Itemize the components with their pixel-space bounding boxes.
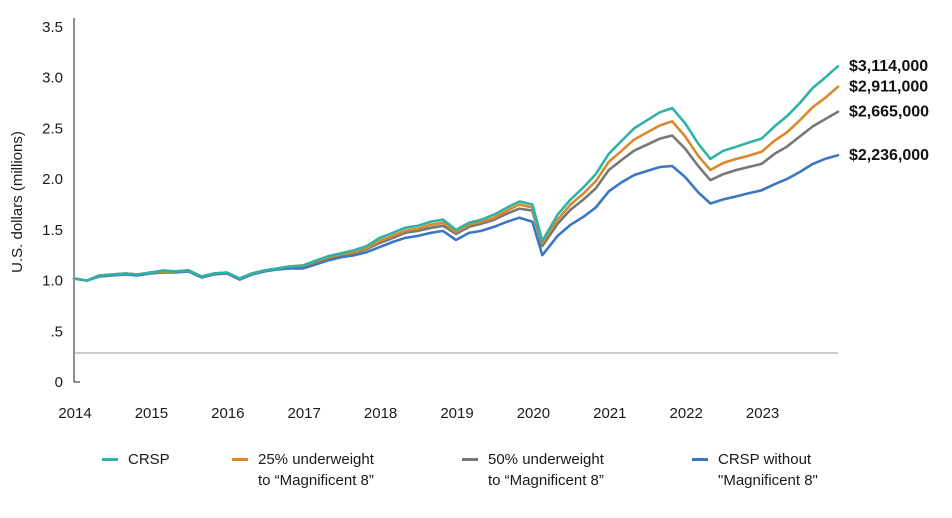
legend-item-crsp-without-mag8: CRSP without "Magnificent 8" — [692, 449, 818, 491]
series-line-crsp — [72, 64, 840, 282]
y-tick-labels: 0 .5 1.0 1.5 2.0 2.5 3.0 3.5 — [42, 19, 63, 391]
x-tick-label: 2017 — [288, 405, 321, 422]
x-tick-labels: 2014 2015 2016 2017 2018 2019 2020 2021 2022 2023 — [58, 405, 779, 422]
legend-label-25-underweight: 25% underweight to “Magnificent 8” — [258, 451, 374, 489]
legend-label-50-underweight: 50% underweight to “Magnificent 8” — [488, 451, 604, 489]
series-line-50-underweight-to-magnificent-8 — [72, 110, 840, 282]
end-value-label: $2,911,000 — [849, 79, 928, 96]
end-value-label: $2,665,000 — [849, 104, 929, 121]
y-tick-label: 1.0 — [42, 273, 63, 290]
legend-item-25-underweight: 25% underweight to “Magnificent 8” — [232, 449, 374, 491]
y-tick-label: 2.5 — [42, 120, 63, 137]
x-tick-label: 2016 — [211, 405, 244, 422]
y-tick-label: 3.5 — [42, 19, 63, 36]
x-tick-label: 2015 — [135, 405, 168, 422]
legend-label-crsp: CRSP — [128, 451, 170, 468]
legend-swatch-crsp-without-mag8 — [692, 458, 708, 461]
end-value-label: $2,236,000 — [849, 147, 929, 164]
x-tick-label: 2019 — [440, 405, 473, 422]
series-line-25-underweight-to-magnificent-8 — [72, 85, 840, 282]
x-tick-label: 2023 — [746, 405, 779, 422]
end-value-label: $3,114,000 — [849, 58, 928, 75]
y-tick-label: 0 — [55, 374, 63, 391]
legend-swatch-25-underweight — [232, 458, 248, 461]
x-tick-label: 2018 — [364, 405, 397, 422]
legend-swatch-crsp — [102, 458, 118, 461]
x-tick-label: 2014 — [58, 405, 91, 422]
end-value-labels: $3,114,000 $2,911,000 $2,665,000 $2,236,000 — [849, 58, 929, 164]
y-tick-label: .5 — [50, 323, 63, 340]
legend-item-50-underweight: 50% underweight to “Magnificent 8” — [462, 449, 604, 491]
y-tick-label: 2.0 — [42, 171, 63, 188]
legend-label-crsp-without-mag8: CRSP without "Magnificent 8" — [718, 451, 818, 489]
y-axis-title: U.S. dollars (millions) — [9, 131, 26, 273]
line-chart: U.S. dollars (millions) 0 .5 1.0 1.5 2.0 2.5 3… — [9, 18, 929, 422]
y-tick-label: 1.5 — [42, 222, 63, 239]
legend-swatch-50-underweight — [462, 458, 478, 461]
y-tick-label: 3.0 — [42, 70, 63, 87]
legend: CRSP 25% underweight to “Magnificent 8” … — [0, 449, 952, 499]
x-tick-label: 2020 — [517, 405, 550, 422]
legend-item-crsp: CRSP — [102, 449, 170, 470]
x-tick-label: 2021 — [593, 405, 626, 422]
series-lines — [72, 64, 840, 282]
x-tick-label: 2022 — [670, 405, 703, 422]
